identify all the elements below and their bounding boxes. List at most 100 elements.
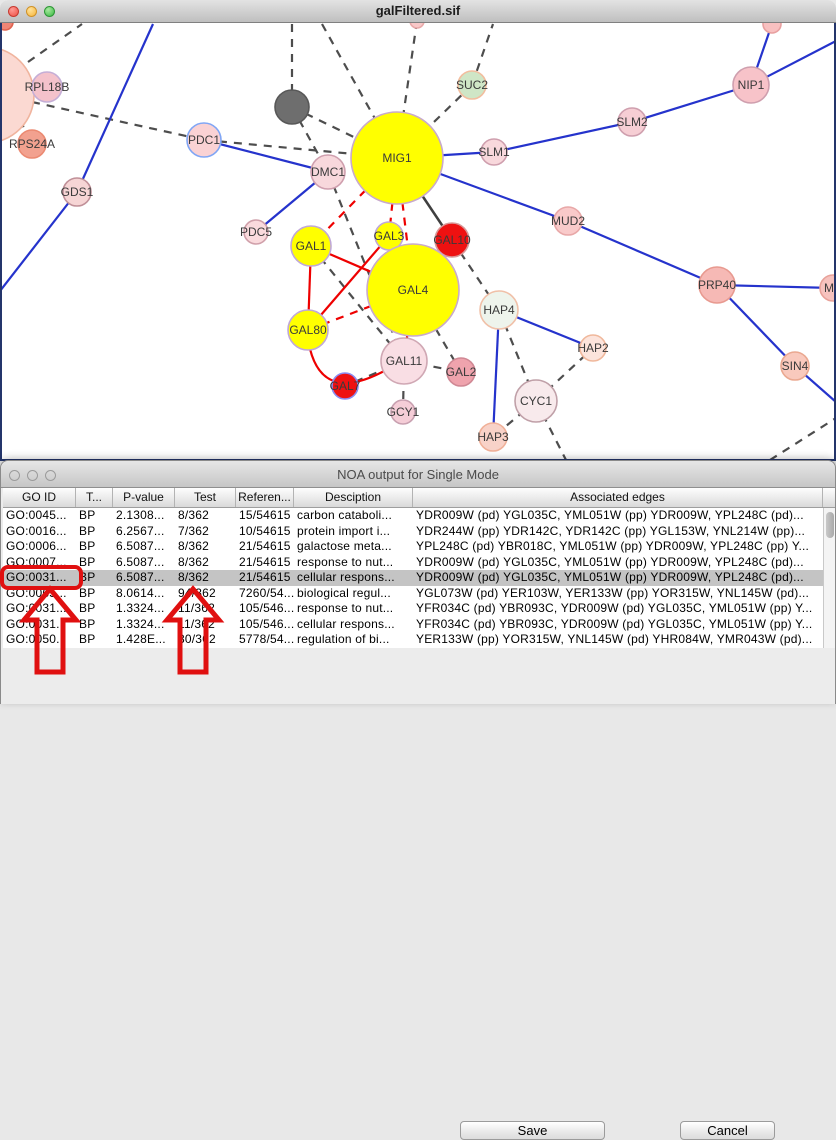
table-header-row: GO ID T... P-value Test Referen... Desciption… <box>3 488 835 508</box>
node-hap3[interactable] <box>478 422 508 452</box>
column-header-t[interactable]: T... <box>76 488 113 507</box>
network-graph[interactable]: RPL18B RPS24A GDS1 PDC1 DMC1 MIG1 SUC2 SLM1 SLM2… <box>2 23 834 459</box>
node-label: GAL1 <box>296 239 327 253</box>
node-pdc1[interactable] <box>186 122 222 158</box>
network-window: galFiltered.sif RPL18B RPS24A GDS1 PDC1 DMC1… <box>0 0 836 461</box>
node-label: GAL7 <box>330 379 361 393</box>
node-gcy1[interactable] <box>390 399 416 425</box>
cell-type: BP <box>79 508 96 522</box>
network-window-titlebar[interactable]: galFiltered.sif <box>0 0 836 23</box>
node-dmc1[interactable] <box>310 154 346 190</box>
cell-associated-edges: YDR009W (pd) YGL035C, YML051W (pp) YDR00… <box>416 508 804 522</box>
scrollbar-thumb[interactable] <box>825 512 834 538</box>
node-label: RPS24A <box>9 137 55 151</box>
node-ms[interactable] <box>819 274 834 302</box>
node-topsliver[interactable] <box>409 23 425 29</box>
cell-go-id: GO:0050... <box>6 632 67 646</box>
node-hap2[interactable] <box>579 334 607 362</box>
cell-go-id: GO:0031... <box>6 601 67 615</box>
node-gal1[interactable] <box>290 225 332 267</box>
minimize-button[interactable] <box>26 6 37 17</box>
zoom-button[interactable] <box>45 470 56 481</box>
network-edge <box>75 23 155 193</box>
cell-reference: 10/54615 <box>239 523 291 538</box>
cell-go-id: GO:0016... <box>6 523 67 538</box>
vertical-scrollbar[interactable] <box>823 508 835 648</box>
node-topright[interactable] <box>762 23 782 34</box>
node-rpl18b[interactable] <box>31 71 63 103</box>
cell-test: 7/362 <box>178 523 210 538</box>
cell-associated-edges: YGL073W (pd) YER103W, YER133W (pp) YOR31… <box>416 585 810 600</box>
node-gal7[interactable] <box>331 372 359 400</box>
table-row[interactable]: GO:0031... BP 1.3324... 11/362 105/546... cel… <box>3 616 823 632</box>
node-pdc5[interactable] <box>243 219 269 245</box>
table-row[interactable]: GO:0045... BP 2.1308... 8/362 15/54615 carbon… <box>3 508 823 524</box>
node-prp40[interactable] <box>698 266 736 304</box>
node-suc2[interactable] <box>457 70 487 100</box>
minimize-button[interactable] <box>27 470 38 481</box>
zoom-button[interactable] <box>44 6 55 17</box>
results-table: GO ID T... P-value Test Referen... Desciption… <box>3 488 835 648</box>
network-window-title: galFiltered.sif <box>375 3 461 18</box>
column-header-goid[interactable]: GO ID <box>3 488 76 507</box>
node-nip1[interactable] <box>732 66 770 104</box>
table-row[interactable]: GO:0006... BP 6.5087... 8/362 21/54615 galact… <box>3 539 823 555</box>
cell-test: 11/362 <box>178 601 216 615</box>
node-gal2[interactable] <box>446 357 476 387</box>
node-slm1[interactable] <box>480 138 508 166</box>
node-sin4[interactable] <box>780 351 810 381</box>
node-slm2[interactable] <box>617 107 647 137</box>
cell-reference: 105/546... <box>239 616 294 631</box>
column-header-associatededges[interactable]: Associated edges <box>413 488 823 507</box>
close-button[interactable] <box>9 470 20 481</box>
cell-description: response to nut... <box>297 554 394 569</box>
cell-p-value: 1.3324... <box>116 616 165 631</box>
cancel-button[interactable]: Cancel <box>680 1121 775 1140</box>
node-gal4[interactable] <box>366 243 460 337</box>
node-label: CYC1 <box>520 394 552 408</box>
cell-description: response to nut... <box>297 601 394 615</box>
node-gal80[interactable] <box>287 309 329 351</box>
column-header-pvalue[interactable]: P-value <box>113 488 175 507</box>
node-gal10[interactable] <box>434 222 470 258</box>
column-header-test[interactable]: Test <box>175 488 236 507</box>
node-mig1[interactable] <box>350 111 444 205</box>
cell-p-value: 1.3324... <box>116 601 165 615</box>
network-edge <box>631 83 752 124</box>
table-row[interactable]: GO:0065... BP 8.0614... 94/362 7260/54... bio… <box>3 585 823 601</box>
cell-p-value: 6.5087... <box>116 570 165 584</box>
node-rps24a[interactable] <box>17 129 47 159</box>
network-edge <box>344 359 405 388</box>
network-edge <box>769 417 834 459</box>
node-label: HAP3 <box>477 430 509 444</box>
table-row[interactable]: GO:0050... BP 1.428E... 80/362 5778/54... reg… <box>3 632 823 648</box>
node-gds1[interactable] <box>62 177 92 207</box>
close-button[interactable] <box>8 6 19 17</box>
node-label: PDC1 <box>188 133 220 147</box>
table-row[interactable]: GO:0031... BP 1.3324... 11/362 105/546... res… <box>3 601 823 617</box>
column-header-referen[interactable]: Referen... <box>236 488 294 507</box>
table-row[interactable]: GO:0007... BP 6.5087... 8/362 21/54615 respon… <box>3 554 823 570</box>
cell-type: BP <box>79 523 96 538</box>
network-edge <box>716 283 834 290</box>
node-cyc1[interactable] <box>514 379 558 423</box>
cell-description: carbon cataboli... <box>297 508 392 522</box>
node-gray[interactable] <box>274 89 310 125</box>
node-gal11[interactable] <box>380 337 428 385</box>
table-row[interactable]: GO:0016... BP 6.2567... 7/362 10/54615 protei… <box>3 523 823 539</box>
column-header-desciption[interactable]: Desciption <box>294 488 413 507</box>
node-redcorner[interactable] <box>2 23 14 31</box>
noa-window-titlebar[interactable]: NOA output for Single Mode <box>1 461 835 488</box>
network-edge <box>493 120 633 154</box>
cell-test: 94/362 <box>178 585 216 600</box>
node-mud2[interactable] <box>553 206 583 236</box>
node-hap4[interactable] <box>479 290 519 330</box>
node-label: HAP4 <box>483 303 515 317</box>
network-edge <box>203 138 329 174</box>
cell-p-value: 2.1308... <box>116 508 165 522</box>
table-row[interactable]: GO:0031... BP 6.5087... 8/362 21/54615 cellul… <box>3 570 823 586</box>
cell-reference: 21/54615 <box>239 570 291 584</box>
network-canvas[interactable]: RPL18B RPS24A GDS1 PDC1 DMC1 MIG1 SUC2 SLM1 SLM2… <box>0 23 836 461</box>
cell-description: cellular respons... <box>297 570 395 584</box>
save-button[interactable]: Save <box>460 1121 605 1140</box>
